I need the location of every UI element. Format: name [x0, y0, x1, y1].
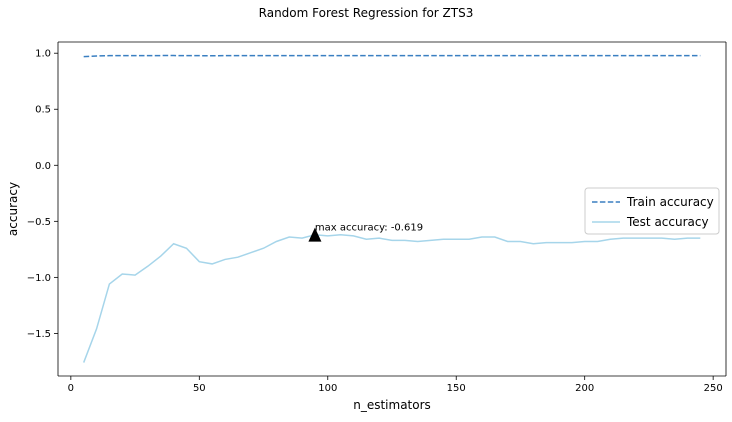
x-tick-label: 0: [68, 383, 74, 394]
x-ticks: 0 50 100 150 200 250: [68, 376, 723, 394]
train-accuracy-line: [83, 54, 701, 58]
y-axis-label: accuracy: [6, 182, 20, 236]
x-axis-label: n_estimators: [353, 398, 431, 412]
y-tick-label: 0.0: [35, 161, 51, 172]
y-ticks: 1.0 0.5 0.0 −0.5 −1.0 −1.5: [27, 49, 58, 340]
y-tick-label: −1.0: [27, 273, 51, 284]
legend-test-label: Test accuracy: [626, 215, 709, 229]
y-tick-label: 0.5: [35, 105, 51, 116]
y-tick-label: 1.0: [35, 49, 51, 60]
x-tick-label: 150: [447, 383, 466, 394]
max-accuracy-annotation: max accuracy: -0.619: [315, 223, 423, 234]
x-tick-label: 100: [318, 383, 337, 394]
legend: Train accuracy Test accuracy: [584, 187, 720, 235]
y-tick-label: −0.5: [27, 217, 51, 228]
x-tick-label: 50: [193, 383, 206, 394]
max-accuracy-marker: [308, 227, 322, 242]
legend-train-label: Train accuracy: [626, 195, 714, 209]
test-accuracy-line: [82, 234, 701, 363]
y-tick-label: −1.5: [27, 329, 51, 340]
chart-title: Random Forest Regression for ZTS3: [259, 6, 474, 20]
x-tick-label: 200: [575, 383, 594, 394]
x-tick-label: 250: [704, 383, 723, 394]
